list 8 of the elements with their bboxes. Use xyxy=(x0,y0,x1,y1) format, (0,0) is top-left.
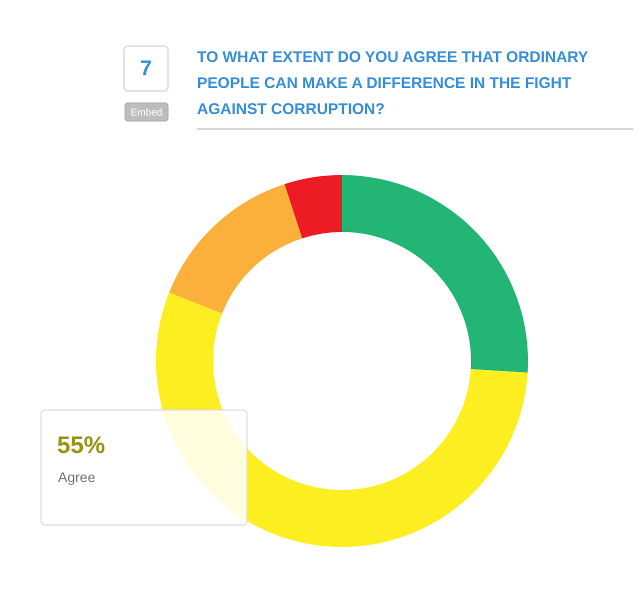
text: 7 xyxy=(140,57,152,80)
slice-label: Agree xyxy=(58,469,96,485)
donut-slice xyxy=(169,184,302,314)
text: Embed xyxy=(130,108,162,118)
data-label: 55% xyxy=(57,432,106,459)
donut-slice xyxy=(284,175,342,238)
donut-slice xyxy=(342,175,528,373)
chart-title: TO WHAT EXTENT DO YOU AGREE THAT ORDINARY PEOPLE CAN MAKE A DIFFERENCE IN THE FIGHT AGAINST CORRUPTION? xyxy=(197,49,589,118)
